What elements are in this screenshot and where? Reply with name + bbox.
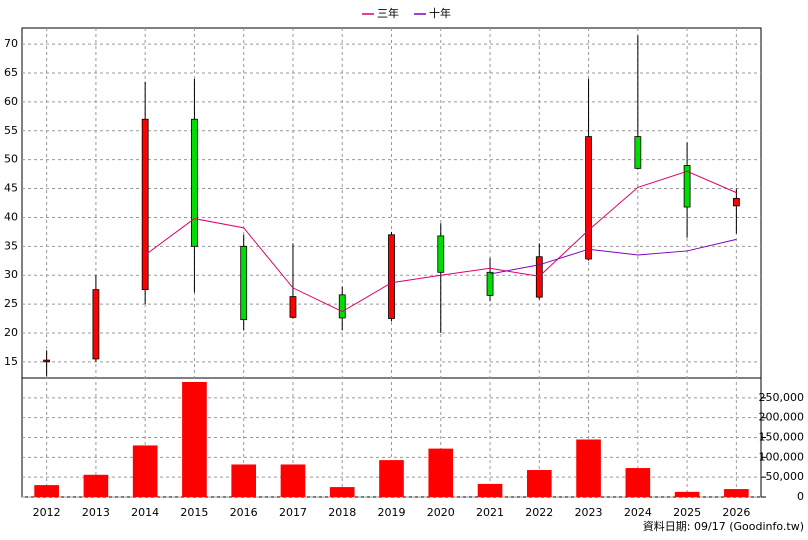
x-tick-label: 2018 bbox=[328, 506, 356, 519]
candle-body bbox=[437, 235, 445, 273]
volume-bar bbox=[526, 470, 552, 497]
x-tick-label: 2015 bbox=[180, 506, 208, 519]
y-tick-label: 65 bbox=[4, 66, 18, 79]
volume-bar bbox=[625, 468, 651, 497]
volume-bar bbox=[379, 460, 404, 497]
line-series bbox=[144, 170, 737, 313]
volume-bar bbox=[83, 474, 109, 497]
volume-bar bbox=[477, 483, 503, 497]
y2-tick-label: 0 bbox=[797, 490, 804, 503]
x-tick-label: 2012 bbox=[33, 506, 61, 519]
candle-body bbox=[338, 294, 346, 319]
volume-bar bbox=[724, 489, 749, 497]
candle-body bbox=[388, 234, 395, 319]
volume-bar bbox=[329, 487, 355, 497]
x-tick-label: 2023 bbox=[575, 506, 603, 519]
x-tick-label: 2020 bbox=[427, 506, 455, 519]
candle-body bbox=[141, 118, 149, 291]
y-tick-label: 55 bbox=[4, 124, 18, 137]
y-tick-label: 35 bbox=[4, 239, 18, 252]
x-tick-label: 2019 bbox=[378, 506, 406, 519]
y-tick-label: 40 bbox=[4, 210, 18, 223]
y-tick-label: 20 bbox=[4, 326, 18, 339]
candle-body bbox=[535, 256, 543, 298]
volume-bar bbox=[182, 381, 207, 497]
y-tick-label: 15 bbox=[4, 355, 18, 368]
candle-body bbox=[683, 165, 691, 208]
x-tick-label: 2021 bbox=[476, 506, 504, 519]
volume-bar bbox=[231, 464, 257, 497]
x-tick-label: 2022 bbox=[525, 506, 553, 519]
y-tick-label: 30 bbox=[4, 268, 18, 281]
y-tick-label: 45 bbox=[4, 182, 18, 195]
x-tick-label: 2026 bbox=[722, 506, 750, 519]
y-tick-label: 60 bbox=[4, 95, 18, 108]
candle-body bbox=[634, 136, 642, 169]
line-series bbox=[489, 238, 737, 275]
candle-body bbox=[585, 136, 592, 260]
y2-tick-label: 200,000 bbox=[759, 411, 805, 424]
volume-bar bbox=[132, 445, 158, 497]
candle-body bbox=[289, 296, 297, 318]
y2-tick-label: 50,000 bbox=[766, 470, 805, 483]
volume-bar bbox=[576, 439, 601, 497]
candle-body bbox=[732, 197, 740, 207]
y2-tick-label: 100,000 bbox=[759, 450, 805, 463]
y2-tick-label: 250,000 bbox=[759, 391, 805, 404]
legend-label: 十年 bbox=[429, 6, 451, 20]
volume-bar bbox=[34, 485, 59, 497]
x-tick-label: 2025 bbox=[673, 506, 701, 519]
volume-bar bbox=[428, 448, 454, 497]
candle-body bbox=[191, 118, 198, 247]
volume-bar bbox=[280, 464, 306, 497]
candle-body bbox=[43, 359, 51, 363]
candle-body bbox=[92, 289, 100, 360]
y-tick-label: 25 bbox=[4, 297, 18, 310]
candle-body bbox=[486, 271, 494, 296]
x-tick-label: 2016 bbox=[230, 506, 258, 519]
y-tick-label: 50 bbox=[4, 153, 18, 166]
volume-bar bbox=[674, 491, 700, 497]
x-tick-label: 2014 bbox=[131, 506, 159, 519]
x-tick-label: 2024 bbox=[624, 506, 652, 519]
x-tick-label: 2013 bbox=[82, 506, 110, 519]
y2-tick-label: 150,000 bbox=[759, 431, 805, 444]
source-note: 資料日期: 09/17 (Goodinfo.tw) bbox=[643, 519, 804, 533]
candle-body bbox=[240, 245, 248, 321]
legend-label: 三年 bbox=[377, 6, 399, 20]
x-tick-label: 2017 bbox=[279, 506, 307, 519]
y-tick-label: 70 bbox=[4, 37, 18, 50]
